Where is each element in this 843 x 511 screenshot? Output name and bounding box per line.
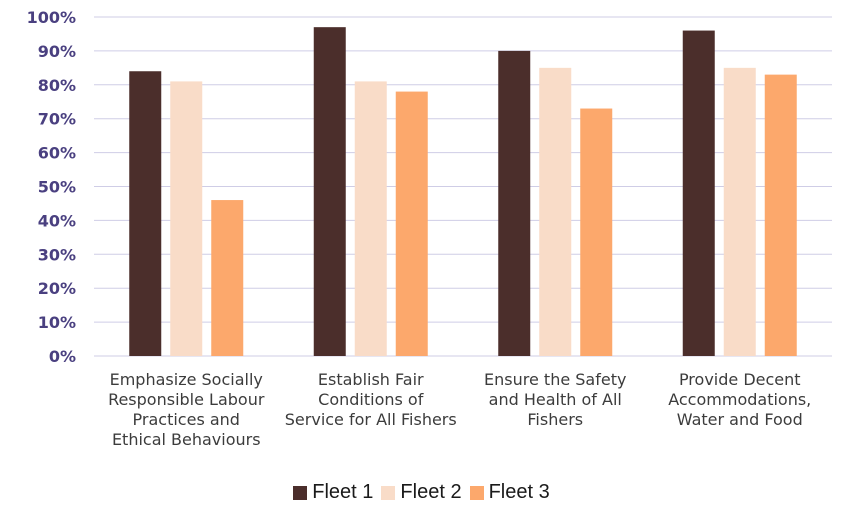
x-category-label-line: Conditions of bbox=[318, 390, 424, 409]
x-category-label-line: Provide Decent bbox=[678, 370, 801, 389]
x-category-label: Provide Decent Accommodations, Water and F… bbox=[645, 370, 835, 430]
legend: Fleet 1 Fleet 2 Fleet 3 bbox=[0, 481, 843, 504]
x-category-label-line: Ethical Behaviours bbox=[111, 430, 261, 449]
legend-label: Fleet 1 bbox=[312, 481, 374, 503]
x-category-label-line: Service for All Fishers bbox=[284, 410, 457, 429]
bar-fleet-3 bbox=[211, 200, 244, 356]
y-tick-label: 20% bbox=[38, 279, 76, 298]
y-tick-label: 70% bbox=[38, 110, 76, 129]
x-category-label-line: Ensure the Safety bbox=[484, 370, 627, 389]
legend-label: Fleet 2 bbox=[400, 481, 462, 503]
y-tick-label: 90% bbox=[38, 42, 76, 61]
x-category-label: Ensure the Safety and Health of All Fisher… bbox=[460, 370, 650, 430]
legend-swatch bbox=[293, 485, 308, 500]
legend-item: Fleet 1 bbox=[293, 481, 373, 504]
y-tick-label: 40% bbox=[38, 211, 76, 230]
x-category-label-line: Water and Food bbox=[676, 410, 803, 429]
legend-swatch bbox=[469, 485, 484, 500]
bar-fleet-3 bbox=[580, 108, 613, 356]
y-axis: 0% 10% 20% 30% 40% 50% 60% 70% 80% 90% 100% bbox=[27, 8, 76, 366]
y-tick-label: 100% bbox=[27, 8, 76, 27]
bar-fleet-2 bbox=[723, 67, 756, 356]
bar-fleet-3 bbox=[764, 74, 797, 356]
y-tick-label: 30% bbox=[38, 245, 76, 264]
legend-swatch bbox=[381, 485, 396, 500]
gridlines bbox=[94, 16, 832, 357]
x-category-label-line: Practices and bbox=[132, 410, 240, 429]
bar-fleet-2 bbox=[354, 81, 387, 356]
bar-fleet-1 bbox=[682, 30, 715, 357]
y-tick-label: 80% bbox=[38, 76, 76, 95]
x-category-label-line: Fishers bbox=[527, 410, 584, 429]
x-category-label-line: Accommodations, bbox=[668, 390, 812, 409]
legend-item: Fleet 3 bbox=[469, 481, 550, 504]
bar-fleet-1 bbox=[129, 71, 162, 357]
legend-label: Fleet 3 bbox=[488, 481, 550, 503]
x-category-label: Establish Fair Conditions of Service for A… bbox=[276, 370, 466, 430]
x-category-label-line: Responsible Labour bbox=[108, 390, 265, 409]
bar-fleet-1 bbox=[313, 27, 346, 356]
y-tick-label: 50% bbox=[38, 178, 76, 197]
bar-fleet-2 bbox=[170, 81, 203, 356]
y-tick-label: 60% bbox=[38, 144, 76, 163]
bar-fleet-3 bbox=[395, 91, 428, 356]
x-category-label-line: Emphasize Socially bbox=[109, 370, 263, 389]
y-tick-label: 10% bbox=[38, 313, 76, 332]
x-category-label: Emphasize Socially Responsible Labour Prac… bbox=[91, 370, 281, 450]
bar-fleet-1 bbox=[498, 50, 531, 357]
bars bbox=[129, 27, 797, 357]
legend-item: Fleet 2 bbox=[381, 481, 462, 504]
y-tick-label: 0% bbox=[49, 347, 76, 366]
x-category-label-line: Establish Fair bbox=[317, 370, 424, 389]
x-category-label-line: and Health of All bbox=[488, 390, 622, 409]
bar-fleet-2 bbox=[539, 67, 572, 356]
